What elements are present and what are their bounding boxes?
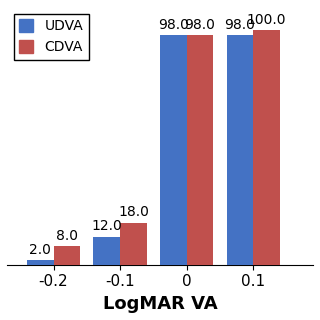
Text: 98.0: 98.0 <box>185 18 215 32</box>
Bar <box>93 237 120 265</box>
X-axis label: LogMAR VA: LogMAR VA <box>103 295 217 313</box>
Text: 98.0: 98.0 <box>158 18 189 32</box>
Bar <box>160 35 187 265</box>
Legend: UDVA, CDVA: UDVA, CDVA <box>14 14 89 60</box>
Text: 12.0: 12.0 <box>92 219 122 233</box>
Text: 18.0: 18.0 <box>118 205 149 219</box>
Text: 8.0: 8.0 <box>56 228 78 243</box>
Bar <box>253 30 280 265</box>
Bar <box>227 35 253 265</box>
Bar <box>27 260 53 265</box>
Bar <box>53 246 80 265</box>
Bar <box>120 223 147 265</box>
Text: 100.0: 100.0 <box>247 13 286 27</box>
Text: 98.0: 98.0 <box>224 18 255 32</box>
Bar <box>187 35 213 265</box>
Text: 2.0: 2.0 <box>29 243 51 257</box>
